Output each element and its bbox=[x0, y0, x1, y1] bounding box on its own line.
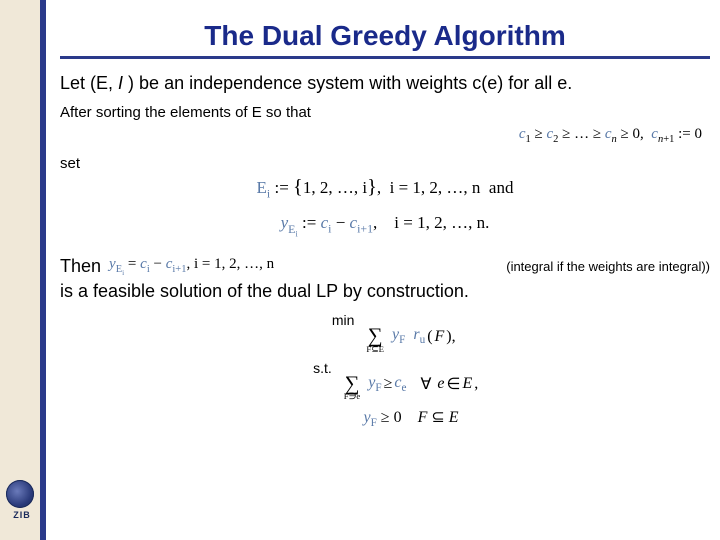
y-formula: yEi := ci − ci+1, i = 1, 2, …, n. bbox=[60, 213, 710, 238]
st-label: s.t. bbox=[292, 360, 332, 376]
globe-icon bbox=[6, 480, 34, 508]
final-line: is a feasible solution of the dual LP by… bbox=[60, 281, 710, 302]
integral-note: (integral if the weights are integral)) bbox=[506, 259, 710, 274]
lp-block: min ∑F⊆E yF ru(F), s.t. ∑F∋e yF ≥ ce ∀ e… bbox=[60, 312, 710, 429]
then-row: Then yEi = ci − ci+1, i = 1, 2, …, n (in… bbox=[60, 256, 710, 277]
then-word: Then bbox=[60, 256, 101, 277]
intro-text: Let (E, I ) be an independence system wi… bbox=[60, 73, 710, 94]
ei-formula: Ei := {1, 2, …, i}, i = 1, 2, …, n and bbox=[60, 176, 710, 201]
zib-logo: ZIB bbox=[6, 480, 38, 522]
set-word: set bbox=[60, 155, 710, 172]
slide-content: The Dual Greedy Algorithm Let (E, I ) be… bbox=[46, 0, 720, 540]
lp-st-row: s.t. ∑F∋e yF ≥ ce ∀ e ∈ E , bbox=[60, 360, 710, 402]
then-formula: yEi = ci − ci+1, i = 1, 2, …, n bbox=[109, 256, 274, 277]
sort-formula: c1 ≥ c2 ≥ … ≥ cn ≥ 0, cn+1 := 0 bbox=[60, 125, 710, 145]
lp-nn-row: yF ≥ 0 F ⊆ E bbox=[60, 407, 710, 429]
lp-min-row: min ∑F⊆E yF ru(F), bbox=[60, 312, 710, 354]
sort-text: After sorting the elements of E so that bbox=[60, 104, 710, 121]
min-label: min bbox=[314, 312, 354, 328]
title-underline bbox=[60, 56, 710, 59]
slide-title: The Dual Greedy Algorithm bbox=[60, 20, 710, 52]
logo-label: ZIB bbox=[6, 510, 38, 520]
